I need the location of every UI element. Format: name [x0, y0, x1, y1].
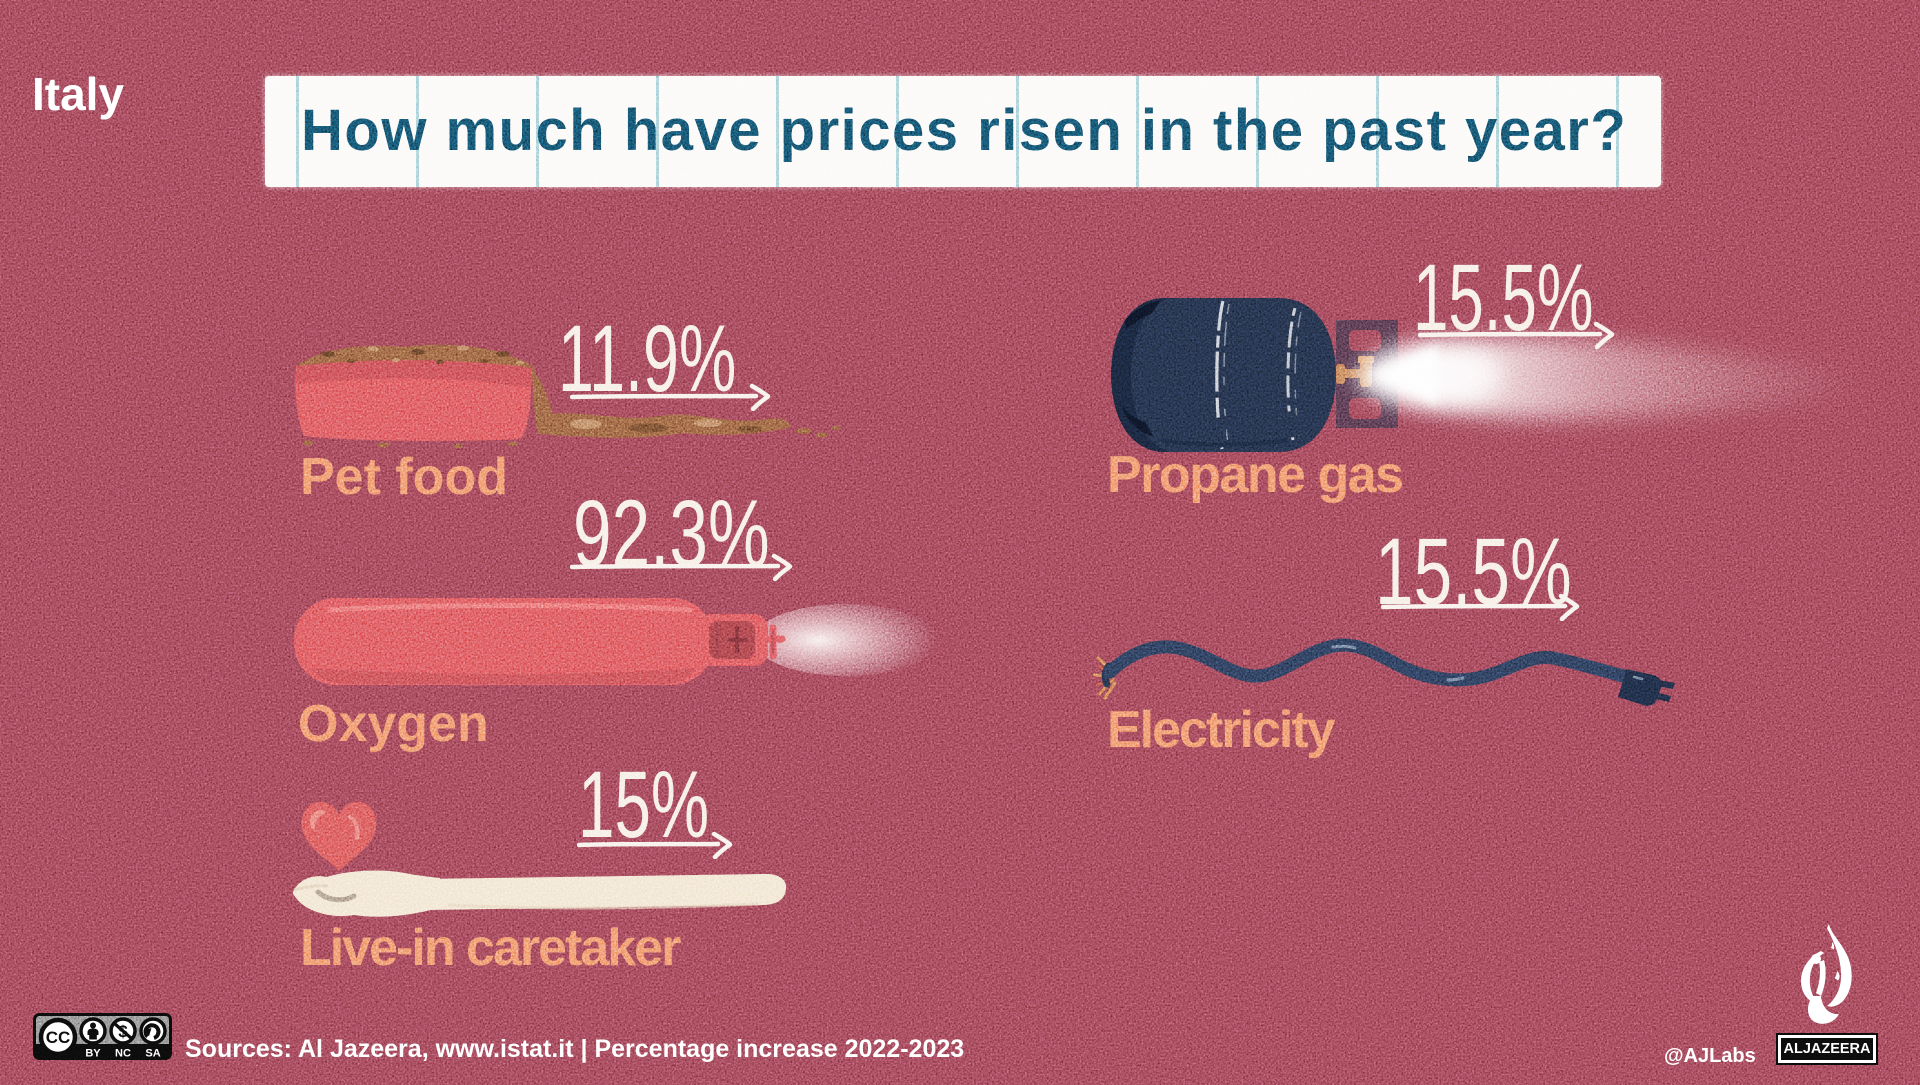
svg-text:SA: SA — [145, 1048, 160, 1060]
svg-text:BY: BY — [85, 1048, 101, 1060]
svg-text:CC: CC — [46, 1028, 71, 1047]
svg-text:NC: NC — [115, 1048, 131, 1060]
